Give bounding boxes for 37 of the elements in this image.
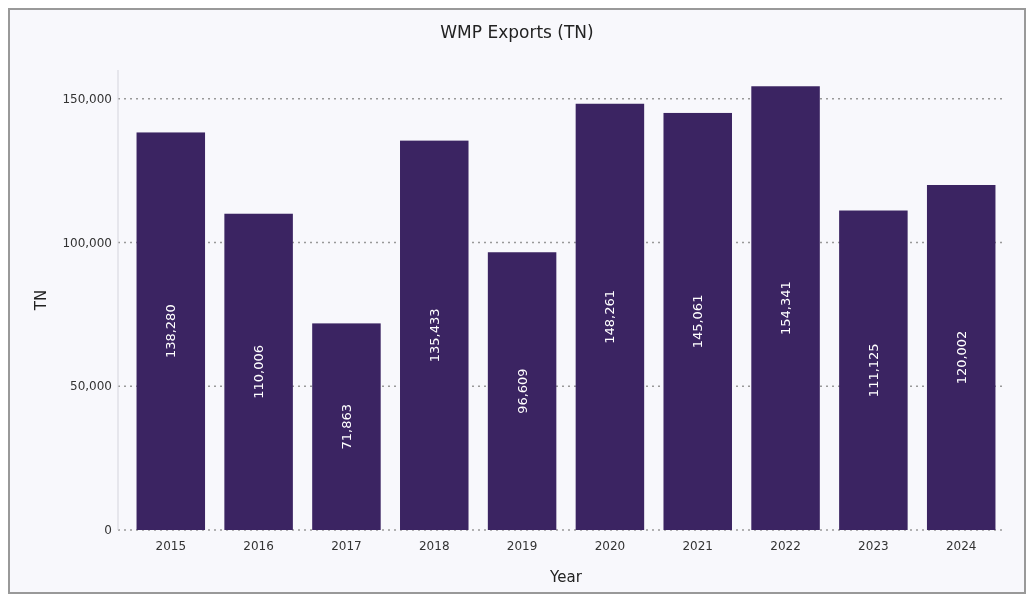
bar bbox=[400, 140, 469, 530]
data-label: 111,125 bbox=[865, 343, 881, 398]
data-label: 148,261 bbox=[602, 289, 618, 344]
x-tick-label: 2021 bbox=[682, 539, 714, 553]
x-tick-label: 2016 bbox=[243, 539, 274, 553]
y-tick-label: 50,000 bbox=[70, 379, 112, 394]
bar bbox=[751, 86, 820, 530]
bar bbox=[487, 252, 557, 530]
x-axis-title: Year bbox=[549, 568, 583, 586]
bar bbox=[663, 112, 732, 530]
data-label: 110,006 bbox=[251, 344, 267, 399]
data-label: 135,433 bbox=[426, 308, 442, 363]
data-label: 145,061 bbox=[690, 294, 706, 349]
data-label: 120,002 bbox=[953, 330, 969, 385]
x-tick-label: 2019 bbox=[506, 539, 538, 553]
data-label: 138,280 bbox=[163, 304, 179, 359]
bar bbox=[926, 184, 996, 530]
data-label: 154,341 bbox=[778, 281, 794, 336]
x-tick-label: 2022 bbox=[770, 539, 801, 553]
bar bbox=[136, 132, 206, 530]
bar bbox=[575, 103, 645, 530]
data-label: 71,863 bbox=[338, 403, 354, 450]
x-tick-label: 2024 bbox=[945, 539, 977, 553]
chart-title: WMP Exports (TN) bbox=[440, 22, 594, 42]
bar bbox=[224, 213, 293, 530]
y-tick-label: 150,000 bbox=[62, 91, 112, 106]
x-tick-label: 2018 bbox=[418, 539, 450, 553]
x-tick-label: 2020 bbox=[594, 539, 626, 553]
data-label: 96,609 bbox=[514, 368, 530, 414]
x-tick-label: 2017 bbox=[331, 539, 362, 553]
x-tick-label: 2023 bbox=[858, 539, 889, 553]
y-axis-title: TN bbox=[32, 289, 50, 312]
y-tick-label: 0 bbox=[104, 523, 112, 537]
y-tick-label: 100,000 bbox=[62, 235, 112, 250]
x-tick-label: 2015 bbox=[155, 539, 187, 553]
bar bbox=[312, 323, 381, 530]
bar bbox=[839, 210, 908, 530]
